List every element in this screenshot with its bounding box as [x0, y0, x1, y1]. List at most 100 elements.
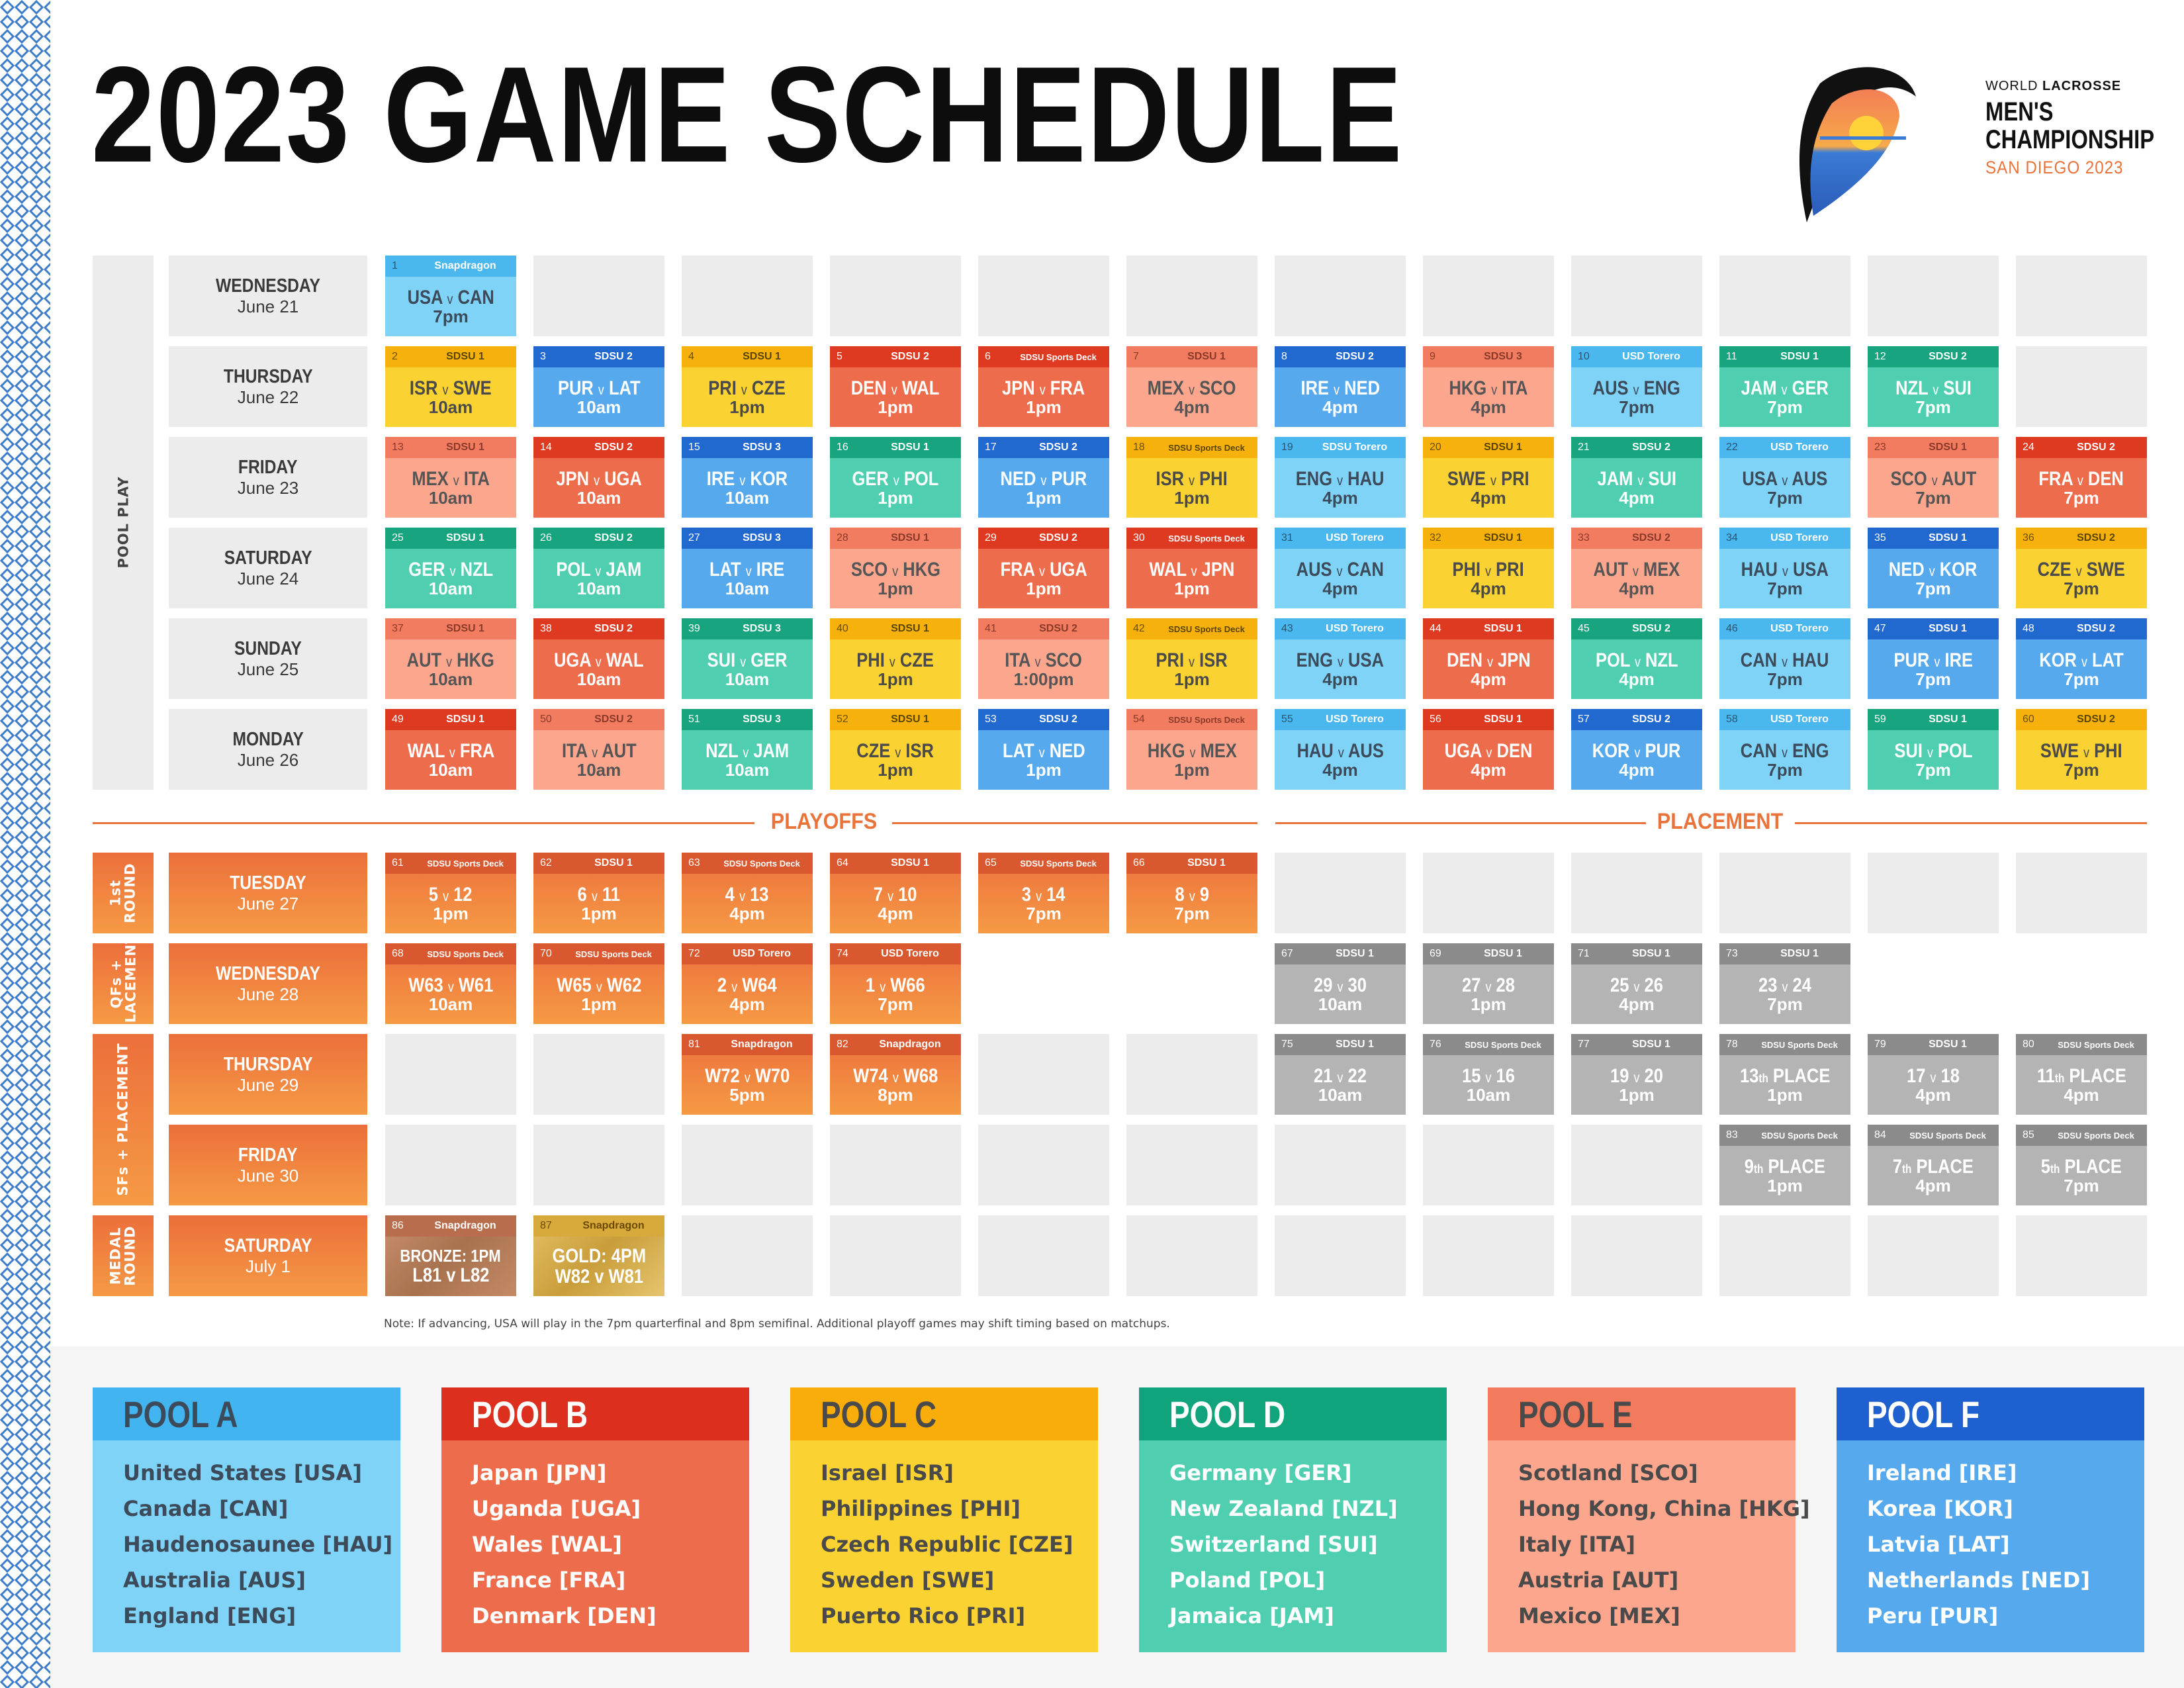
game-cell[interactable]: 67 SDSU 1 29 v 30 10am — [1275, 943, 1406, 1024]
game-body: HKG v ITA 4pm — [1423, 367, 1554, 427]
game-number: 65 — [985, 857, 997, 868]
game-cell[interactable]: 66 SDSU 1 8 v 9 7pm — [1126, 853, 1257, 933]
game-cell[interactable]: 1 Snapdragon USA v CAN 7pm — [385, 256, 516, 336]
game-cell[interactable]: 32 SDSU 1 PHI v PRI 4pm — [1423, 528, 1554, 608]
pool-team-list: Ireland [IRE] Korea [KOR] Latvia [LAT] Neth… — [1837, 1440, 2144, 1652]
game-cell[interactable]: 44 SDSU 1 DEN v JPN 4pm — [1423, 618, 1554, 699]
game-time: 1pm — [1174, 669, 1210, 690]
game-cell[interactable]: 4 SDSU 1 PRI v CZE 1pm — [682, 346, 813, 427]
game-cell[interactable]: 39 SDSU 3 SUI v GER 10am — [682, 618, 813, 699]
game-cell[interactable]: 80 SDSU Sports Deck 11th PLACE 4pm — [2016, 1034, 2147, 1115]
game-cell[interactable]: 42 SDSU Sports Deck PRI v ISR 1pm — [1126, 618, 1257, 699]
game-cell[interactable]: 25 SDSU 1 GER v NZL 10am — [385, 528, 516, 608]
game-cell[interactable]: 78 SDSU Sports Deck 13th PLACE 1pm — [1719, 1034, 1850, 1115]
game-cell[interactable]: 79 SDSU 1 17 v 18 4pm — [1868, 1034, 1999, 1115]
game-cell[interactable]: 29 SDSU 2 FRA v UGA 1pm — [978, 528, 1109, 608]
game-cell[interactable]: 84 SDSU Sports Deck 7th PLACE 4pm — [1868, 1125, 1999, 1205]
game-cell[interactable]: 72 USD Torero 2 v W64 4pm — [682, 943, 813, 1024]
game-cell[interactable]: 13 SDSU 1 MEX v ITA 10am — [385, 437, 516, 518]
game-time: 7pm — [1767, 994, 1803, 1015]
game-cell[interactable]: 37 SDSU 1 AUT v HKG 10am — [385, 618, 516, 699]
game-cell[interactable]: 19 SDSU Torero ENG v HAU 4pm — [1275, 437, 1406, 518]
game-cell[interactable]: 20 SDSU 1 SWE v PRI 4pm — [1423, 437, 1554, 518]
game-matchup: W63 v W61 — [408, 974, 493, 996]
game-cell[interactable]: 30 SDSU Sports Deck WAL v JPN 1pm — [1126, 528, 1257, 608]
game-cell[interactable]: 18 SDSU Sports Deck ISR v PHI 1pm — [1126, 437, 1257, 518]
game-cell[interactable]: 36 SDSU 2 CZE v SWE 7pm — [2016, 528, 2147, 608]
game-cell[interactable]: 59 SDSU 1 SUI v POL 7pm — [1868, 709, 1999, 790]
game-body: UGA v DEN 4pm — [1423, 730, 1554, 790]
game-cell[interactable]: 33 SDSU 2 AUT v MEX 4pm — [1571, 528, 1702, 608]
game-cell[interactable]: 35 SDSU 1 NED v KOR 7pm — [1868, 528, 1999, 608]
game-cell[interactable]: 5 SDSU 2 DEN v WAL 1pm — [830, 346, 961, 427]
game-cell[interactable]: 14 SDSU 2 JPN v UGA 10am — [533, 437, 664, 518]
pool-card: POOL F Ireland [IRE] Korea [KOR] Latvia [LA… — [1837, 1387, 2144, 1652]
game-cell[interactable]: 50 SDSU 2 ITA v AUT 10am — [533, 709, 664, 790]
game-cell[interactable]: 11 SDSU 1 JAM v GER 7pm — [1719, 346, 1850, 427]
game-cell[interactable]: 16 SDSU 1 GER v POL 1pm — [830, 437, 961, 518]
game-time: 1pm — [1767, 1085, 1803, 1105]
game-cell[interactable]: 46 USD Torero CAN v HAU 7pm — [1719, 618, 1850, 699]
game-cell[interactable]: 12 SDSU 2 NZL v SUI 7pm — [1868, 346, 1999, 427]
game-cell[interactable]: 41 SDSU 2 ITA v SCO 1:00pm — [978, 618, 1109, 699]
game-cell[interactable]: 8 SDSU 2 IRE v NED 4pm — [1275, 346, 1406, 427]
game-cell[interactable]: 6 SDSU Sports Deck JPN v FRA 1pm — [978, 346, 1109, 427]
game-cell[interactable]: 60 SDSU 2 SWE v PHI 7pm — [2016, 709, 2147, 790]
game-cell[interactable]: 83 SDSU Sports Deck 9th PLACE 1pm — [1719, 1125, 1850, 1205]
game-cell[interactable]: 7 SDSU 1 MEX v SCO 4pm — [1126, 346, 1257, 427]
game-cell[interactable]: 75 SDSU 1 21 v 22 10am — [1275, 1034, 1406, 1115]
game-cell[interactable]: 23 SDSU 1 SCO v AUT 7pm — [1868, 437, 1999, 518]
game-cell[interactable]: 49 SDSU 1 WAL v FRA 10am — [385, 709, 516, 790]
game-cell[interactable]: 24 SDSU 2 FRA v DEN 7pm — [2016, 437, 2147, 518]
game-cell[interactable]: 55 USD Torero HAU v AUS 4pm — [1275, 709, 1406, 790]
game-cell[interactable]: 27 SDSU 3 LAT v IRE 10am — [682, 528, 813, 608]
game-cell[interactable]: 47 SDSU 1 PUR v IRE 7pm — [1868, 618, 1999, 699]
game-cell[interactable]: 76 SDSU Sports Deck 15 v 16 10am — [1423, 1034, 1554, 1115]
game-cell[interactable]: 74 USD Torero 1 v W66 7pm — [830, 943, 961, 1024]
game-cell[interactable]: 21 SDSU 2 JAM v SUI 4pm — [1571, 437, 1702, 518]
game-cell[interactable]: 61 SDSU Sports Deck 5 v 12 1pm — [385, 853, 516, 933]
game-cell[interactable]: 57 SDSU 2 KOR v PUR 4pm — [1571, 709, 1702, 790]
game-cell[interactable]: 22 USD Torero USA v AUS 7pm — [1719, 437, 1850, 518]
game-cell[interactable]: 68 SDSU Sports Deck W63 v W61 10am — [385, 943, 516, 1024]
game-number: 82 — [837, 1039, 848, 1050]
game-cell[interactable]: 56 SDSU 1 UGA v DEN 4pm — [1423, 709, 1554, 790]
game-cell[interactable]: 28 SDSU 1 SCO v HKG 1pm — [830, 528, 961, 608]
game-cell[interactable]: 70 SDSU Sports Deck W65 v W62 1pm — [533, 943, 664, 1024]
game-cell[interactable]: 85 SDSU Sports Deck 5th PLACE 7pm — [2016, 1125, 2147, 1205]
game-cell[interactable]: 54 SDSU Sports Deck HKG v MEX 1pm — [1126, 709, 1257, 790]
game-cell[interactable]: 17 SDSU 2 NED v PUR 1pm — [978, 437, 1109, 518]
game-cell[interactable]: 62 SDSU 1 6 v 11 1pm — [533, 853, 664, 933]
game-cell[interactable]: 48 SDSU 2 KOR v LAT 7pm — [2016, 618, 2147, 699]
game-cell[interactable]: 3 SDSU 2 PUR v LAT 10am — [533, 346, 664, 427]
game-cell[interactable]: 77 SDSU 1 19 v 20 1pm — [1571, 1034, 1702, 1115]
game-cell[interactable]: 69 SDSU 1 27 v 28 1pm — [1423, 943, 1554, 1024]
game-cell[interactable]: 40 SDSU 1 PHI v CZE 1pm — [830, 618, 961, 699]
game-cell[interactable]: 2 SDSU 1 ISR v SWE 10am — [385, 346, 516, 427]
day-name: FRIDAY — [238, 456, 298, 478]
game-cell[interactable]: 38 SDSU 2 UGA v WAL 10am — [533, 618, 664, 699]
game-cell[interactable]: 43 USD Torero ENG v USA 4pm — [1275, 618, 1406, 699]
game-cell[interactable]: 63 SDSU Sports Deck 4 v 13 4pm — [682, 853, 813, 933]
game-cell[interactable]: 15 SDSU 3 IRE v KOR 10am — [682, 437, 813, 518]
game-cell[interactable]: 10 USD Torero AUS v ENG 7pm — [1571, 346, 1702, 427]
game-cell[interactable]: 82 Snapdragon W74 v W68 8pm — [830, 1034, 961, 1115]
game-cell[interactable]: 58 USD Torero CAN v ENG 7pm — [1719, 709, 1850, 790]
game-cell[interactable]: 51 SDSU 3 NZL v JAM 10am — [682, 709, 813, 790]
game-body: AUS v ENG 7pm — [1571, 367, 1702, 427]
game-cell[interactable]: 45 SDSU 2 POL v NZL 4pm — [1571, 618, 1702, 699]
game-cell[interactable]: 52 SDSU 1 CZE v ISR 1pm — [830, 709, 961, 790]
game-cell[interactable]: 53 SDSU 2 LAT v NED 1pm — [978, 709, 1109, 790]
game-cell[interactable]: 31 USD Torero AUS v CAN 4pm — [1275, 528, 1406, 608]
game-cell[interactable]: 81 Snapdragon W72 v W70 5pm — [682, 1034, 813, 1115]
game-cell[interactable]: 87 Snapdragon GOLD: 4PM W82 v W81 — [533, 1215, 664, 1296]
game-cell[interactable]: 73 SDSU 1 23 v 24 7pm — [1719, 943, 1850, 1024]
game-cell[interactable]: 86 Snapdragon BRONZE: 1PM L81 v L82 — [385, 1215, 516, 1296]
game-cell[interactable]: 64 SDSU 1 7 v 10 4pm — [830, 853, 961, 933]
game-cell[interactable]: 65 SDSU Sports Deck 3 v 14 7pm — [978, 853, 1109, 933]
game-body: MEX v ITA 10am — [385, 458, 516, 518]
game-cell[interactable]: 34 USD Torero HAU v USA 7pm — [1719, 528, 1850, 608]
game-cell[interactable]: 71 SDSU 1 25 v 26 4pm — [1571, 943, 1702, 1024]
game-cell[interactable]: 26 SDSU 2 POL v JAM 10am — [533, 528, 664, 608]
game-cell[interactable]: 9 SDSU 3 HKG v ITA 4pm — [1423, 346, 1554, 427]
